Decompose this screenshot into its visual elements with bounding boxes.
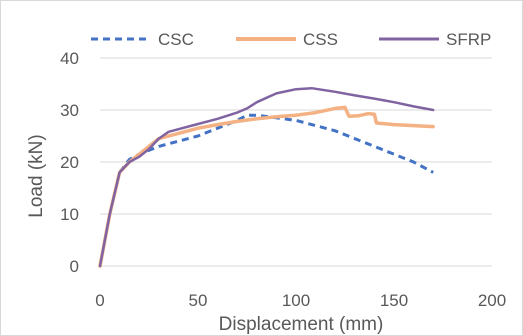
series-lines	[98, 86, 435, 268]
x-tick-label: 150	[380, 291, 408, 310]
series-line-csc	[98, 113, 434, 267]
x-tick-label: 0	[95, 291, 104, 310]
series-line-css	[98, 105, 435, 268]
legend: CSC CSS SFRP	[91, 30, 491, 49]
y-tick-label: 10	[60, 205, 79, 224]
y-tick-label: 40	[60, 49, 79, 68]
legend-label-css: CSS	[303, 30, 338, 49]
y-tick-label: 0	[70, 257, 79, 276]
x-axis-title: Displacement (mm)	[219, 314, 384, 335]
x-tick-label: 50	[189, 291, 208, 310]
x-tick-label: 200	[478, 291, 506, 310]
legend-label-sfrp: SFRP	[446, 30, 491, 49]
y-axis-title: Load (kN)	[26, 134, 47, 217]
x-tick-label: 100	[282, 291, 310, 310]
series-line-sfrp	[98, 86, 435, 268]
y-tick-label: 20	[60, 153, 79, 172]
y-tick-label: 30	[60, 101, 79, 120]
legend-label-csc: CSC	[158, 30, 194, 49]
tick-labels: 0 10 20 30 40 0 50 100 150 200	[60, 49, 506, 310]
